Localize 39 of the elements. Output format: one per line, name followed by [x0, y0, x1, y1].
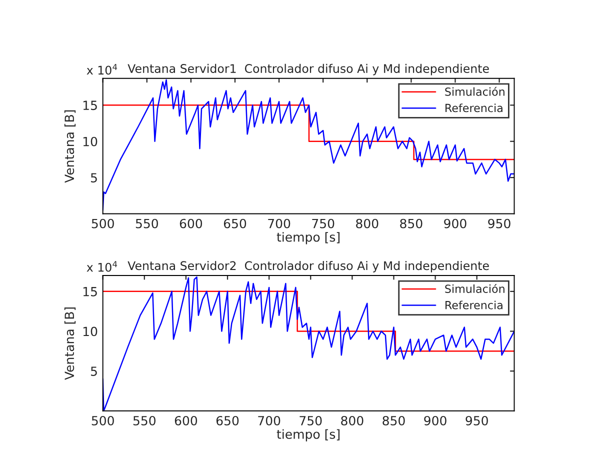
y-tick-label: 15 — [83, 287, 97, 296]
text: x 10$^{4}$ — [86, 261, 118, 272]
x-tick-label: 700 — [268, 218, 290, 228]
x-tick-label: 600 — [174, 416, 198, 426]
x-tick-label: 550 — [133, 416, 156, 426]
x-tick-label: 900 — [444, 218, 466, 228]
chart-title: Ventana Servidor2 Controlador difuso Ai y Md independiente — [128, 260, 489, 272]
x-axis-title: tiempo [s] — [276, 232, 340, 244]
x-axis-title: tiempo [s] — [276, 429, 340, 442]
x-tick-label: 800 — [356, 218, 378, 228]
x-tick-label: 600 — [180, 218, 202, 228]
x-tick-label: 550 — [136, 218, 158, 228]
x-tick-label: 850 — [382, 416, 405, 426]
text: x 10$^{4}$ — [86, 64, 118, 75]
legend-label: Referencia — [446, 104, 502, 112]
x-tick-label: 500 — [92, 416, 114, 426]
x-tick-label: 650 — [224, 218, 246, 228]
legend-label: Simulación — [445, 284, 504, 293]
y-tick-label: 5 — [91, 366, 97, 376]
x-tick-label: 800 — [341, 416, 364, 426]
y-tick-label: 15 — [83, 100, 97, 110]
line-series — [102, 276, 514, 411]
x-tick-label: 750 — [300, 416, 322, 426]
chart-title: Ventana Servidor1 Controlador difuso Ai y Md independiente — [128, 64, 489, 76]
legend-label: Referencia — [446, 300, 502, 310]
x-tick-label: 950 — [466, 416, 488, 426]
x-tick-label: 700 — [258, 416, 280, 426]
x-tick-label: 900 — [424, 416, 446, 426]
x-tick-label: 500 — [92, 218, 114, 228]
x-tick-label: 850 — [400, 218, 422, 228]
y-tick-label: 5 — [91, 173, 97, 182]
y-tick-label: 10 — [83, 136, 98, 146]
x-tick-label: 950 — [488, 218, 510, 228]
x-tick-label: 750 — [312, 218, 334, 228]
legend-label: Simulación — [445, 86, 504, 96]
y-axis-title: Ventana [B] — [64, 307, 76, 380]
x-tick-label: 650 — [216, 416, 239, 426]
y-axis-title: Ventana [B] — [64, 110, 76, 183]
y-tick-label: 10 — [83, 326, 98, 336]
